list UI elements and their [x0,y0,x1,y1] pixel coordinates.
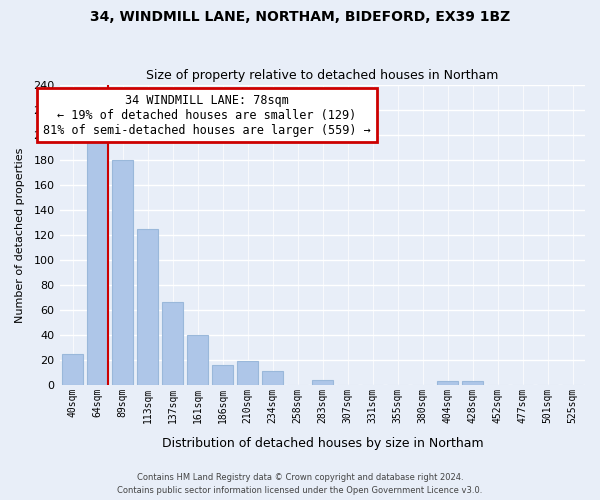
Bar [312,380,333,385]
Y-axis label: Number of detached properties: Number of detached properties [15,147,25,322]
X-axis label: Distribution of detached houses by size in Northam: Distribution of detached houses by size … [162,437,484,450]
Text: 34 WINDMILL LANE: 78sqm
← 19% of detached houses are smaller (129)
81% of semi-d: 34 WINDMILL LANE: 78sqm ← 19% of detache… [43,94,371,136]
Bar [187,335,208,385]
Bar [87,142,108,385]
Bar [62,354,83,385]
Bar [137,228,158,385]
Bar [212,365,233,385]
Bar [462,382,483,385]
Bar [112,160,133,385]
Bar [162,302,183,385]
Text: Contains HM Land Registry data © Crown copyright and database right 2024.
Contai: Contains HM Land Registry data © Crown c… [118,474,482,495]
Text: 34, WINDMILL LANE, NORTHAM, BIDEFORD, EX39 1BZ: 34, WINDMILL LANE, NORTHAM, BIDEFORD, EX… [90,10,510,24]
Bar [237,362,258,385]
Title: Size of property relative to detached houses in Northam: Size of property relative to detached ho… [146,69,499,82]
Bar [262,372,283,385]
Bar [437,382,458,385]
